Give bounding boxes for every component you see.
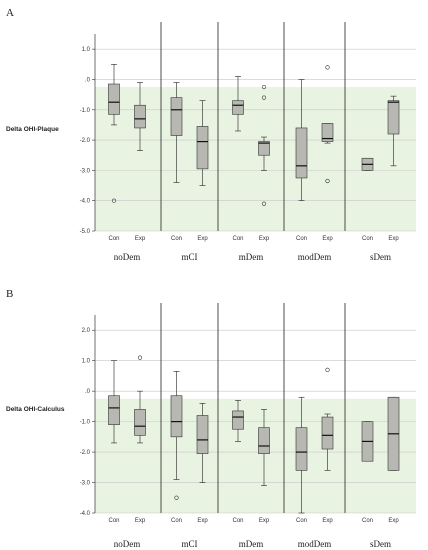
- category-label: Con: [108, 236, 119, 242]
- outlier-point: [111, 198, 117, 203]
- box-iqr: [196, 415, 209, 454]
- category-label: Exp: [388, 518, 399, 524]
- box-nodem-exp: [134, 82, 146, 151]
- group-label: modDem: [298, 252, 332, 262]
- group-label: noDem: [114, 252, 141, 262]
- category-label: Exp: [322, 518, 333, 524]
- box-moddem-con: [295, 79, 308, 201]
- category-label: Con: [362, 236, 373, 242]
- category-label: Con: [171, 236, 182, 242]
- category-label: Con: [296, 518, 307, 524]
- outlier-point: [325, 367, 330, 372]
- category-label: Con: [232, 518, 243, 524]
- group-label: sDem: [370, 252, 391, 262]
- y-tick-label: 1.0: [82, 47, 91, 53]
- box-moddem-con: [295, 396, 308, 514]
- box-moddem-exp: [321, 367, 334, 471]
- panel-letter: B: [6, 288, 13, 300]
- category-label: Con: [362, 518, 373, 524]
- outlier-point: [261, 95, 267, 100]
- y-tick-label: 1.0: [82, 359, 91, 365]
- box-nodem-exp: [134, 355, 146, 444]
- category-label: Con: [171, 518, 182, 524]
- category-label: Con: [108, 518, 119, 524]
- box-nodem-con: [108, 64, 120, 203]
- category-label: Con: [232, 236, 243, 242]
- outlier-point: [325, 65, 330, 70]
- box-iqr: [258, 141, 270, 156]
- category-label: Exp: [322, 236, 333, 242]
- outlier-point: [174, 495, 179, 500]
- outlier-point: [261, 201, 267, 206]
- box-iqr: [170, 97, 183, 136]
- y-tick-label: .0: [85, 389, 91, 395]
- y-tick-label: -2.0: [80, 138, 91, 144]
- group-label: mCI: [181, 539, 197, 549]
- box-iqr: [134, 409, 146, 436]
- box-iqr: [321, 123, 334, 142]
- box-iqr: [258, 427, 270, 454]
- category-label: Exp: [197, 518, 208, 524]
- panel-b: B 2.0 1.0 .0 -1.0 -2.0 -3.0 -4.0 Delta OHI-Calcu…: [6, 288, 416, 549]
- category-label: Exp: [388, 236, 399, 242]
- y-axis-label: Delta OHI-Plaque: [6, 126, 59, 133]
- box-iqr: [387, 100, 400, 135]
- group-label: modDem: [298, 539, 332, 549]
- outlier-point: [137, 355, 143, 360]
- box-mci-exp: [196, 100, 209, 186]
- box-mci-con: [170, 82, 183, 183]
- outlier-point: [325, 178, 330, 184]
- panel-a: A 1.0 .0 -1.0 -2.0 -3.0 -4.0 -5.0 Delta OHI-Plaq…: [6, 7, 416, 262]
- box-sdem-con: [361, 421, 374, 462]
- category-label: Exp: [197, 236, 208, 242]
- y-tick-label: -1.0: [80, 420, 91, 426]
- y-tick-label: 2.0: [82, 328, 91, 334]
- box-mci-con: [170, 371, 183, 500]
- panel-letter: A: [6, 7, 14, 19]
- box-iqr: [321, 416, 334, 450]
- y-tick-label: -4.0: [80, 511, 91, 517]
- box-iqr: [295, 127, 308, 179]
- box-mdem-con: [232, 76, 244, 132]
- box-iqr: [108, 83, 120, 115]
- y-tick-label: .0: [85, 77, 91, 83]
- box-mdem-exp: [258, 409, 270, 486]
- group-label: sDem: [370, 539, 391, 549]
- box-iqr: [170, 395, 183, 438]
- y-axis-label: Delta OHI-Calculus: [6, 406, 65, 413]
- group-label: mCI: [181, 252, 197, 262]
- box-sdem-exp: [387, 95, 400, 167]
- box-iqr: [232, 410, 244, 430]
- y-tick-label: -5.0: [80, 229, 91, 235]
- category-label: Exp: [135, 236, 146, 242]
- category-label: Exp: [135, 518, 146, 524]
- box-mdem-exp: [258, 84, 270, 206]
- box-mci-exp: [196, 403, 209, 483]
- outlier-point: [261, 84, 267, 90]
- group-label: mDem: [239, 252, 264, 262]
- y-tick-label: -1.0: [80, 108, 91, 114]
- box-sdem-con: [361, 157, 374, 171]
- box-sdem-exp: [387, 396, 400, 471]
- box-iqr: [295, 427, 308, 471]
- category-label: Exp: [259, 236, 270, 242]
- y-tick-label: -3.0: [80, 481, 91, 487]
- group-label: noDem: [114, 539, 141, 549]
- y-tick-label: -4.0: [80, 199, 91, 205]
- y-tick-label: -2.0: [80, 450, 91, 456]
- box-iqr: [134, 104, 146, 129]
- box-iqr: [196, 126, 209, 170]
- box-iqr: [232, 100, 244, 115]
- box-moddem-exp: [321, 65, 334, 184]
- box-nodem-con: [108, 360, 120, 444]
- y-tick-label: -3.0: [80, 168, 91, 174]
- box-mdem-con: [232, 399, 244, 442]
- category-label: Exp: [259, 518, 270, 524]
- category-label: Con: [296, 236, 307, 242]
- group-label: mDem: [239, 539, 264, 549]
- box-iqr: [108, 395, 120, 425]
